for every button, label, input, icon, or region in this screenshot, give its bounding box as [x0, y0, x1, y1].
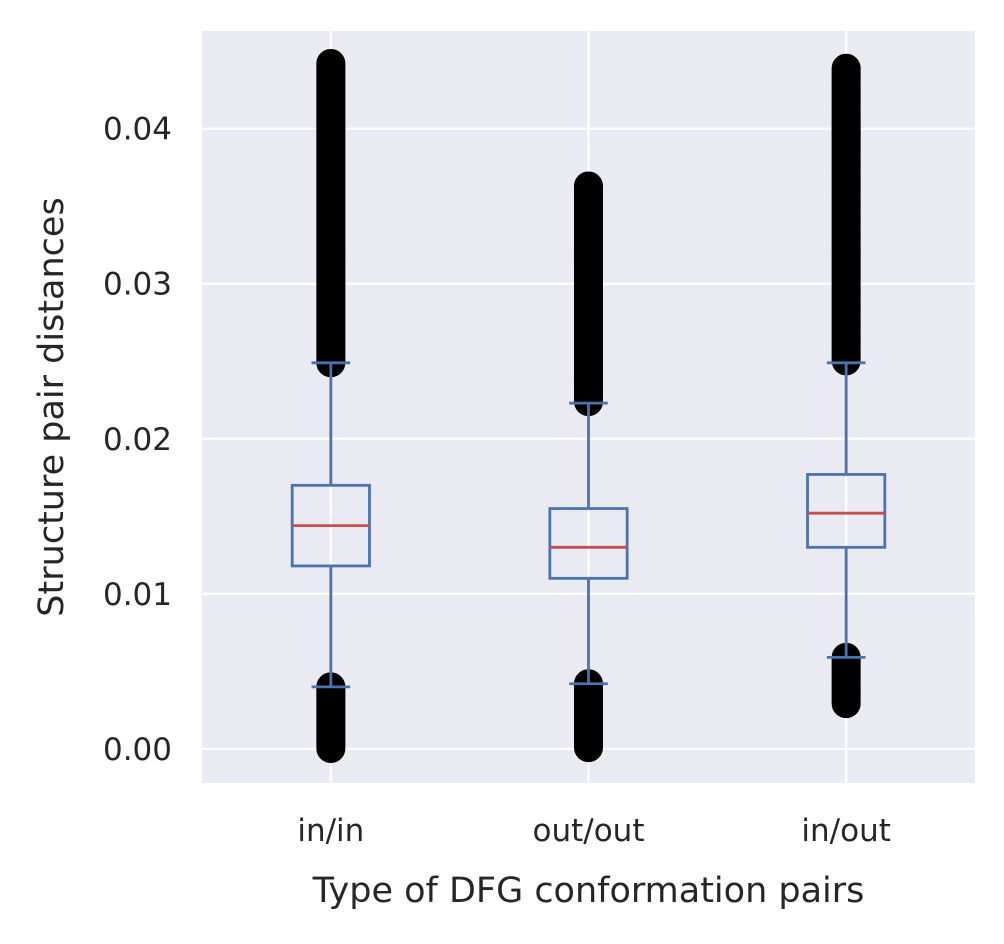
- outliers-high: [316, 49, 346, 378]
- x-axis-ticks: in/in out/out in/out: [297, 813, 891, 849]
- x-tick-label: in/out: [801, 813, 890, 849]
- y-tick-label: 0.00: [103, 732, 172, 768]
- y-axis-ticks: 0.00 0.01 0.02 0.03 0.04: [103, 112, 172, 768]
- box-iqr: [806, 473, 887, 549]
- y-axis-label: Structure pair distances: [32, 197, 72, 616]
- outlier-marker: [574, 733, 603, 763]
- box-iqr: [548, 507, 629, 580]
- x-tick-label: in/in: [297, 813, 364, 849]
- box-series: [290, 49, 887, 763]
- box-in-in: [290, 49, 371, 763]
- y-tick-label: 0.02: [103, 422, 172, 458]
- box-in-out: [806, 53, 887, 719]
- outlier-marker: [316, 733, 346, 763]
- x-tick-label: out/out: [533, 813, 645, 849]
- y-tick-label: 0.01: [103, 577, 172, 613]
- box-out-out: [548, 171, 629, 763]
- x-axis-label: Type of DFG conformation pairs: [312, 871, 865, 911]
- outliers-high: [831, 53, 861, 376]
- y-tick-label: 0.04: [103, 112, 172, 148]
- outlier-marker: [831, 689, 861, 719]
- outliers-high: [574, 171, 603, 417]
- outliers-low: [574, 669, 603, 763]
- y-tick-label: 0.03: [103, 267, 172, 303]
